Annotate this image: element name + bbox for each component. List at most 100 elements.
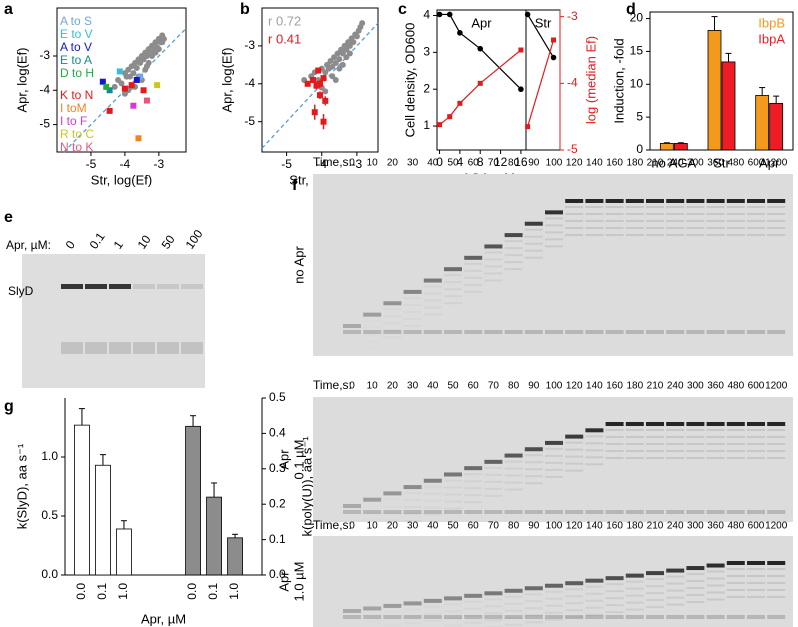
gel-smear: [706, 510, 725, 514]
gel-ladder: [646, 213, 664, 215]
gel-ladder: [484, 251, 503, 254]
gel-ladder: [767, 457, 786, 459]
gel-smear: [625, 330, 644, 334]
time-label: 180: [626, 521, 643, 532]
gel-ladder: [767, 582, 786, 584]
gel-ladder: [747, 220, 765, 222]
gel-ladder: [605, 227, 624, 229]
point: [336, 65, 343, 72]
gel-smear: [666, 330, 685, 334]
gel-band: [363, 606, 382, 611]
gel-ladder: [605, 234, 624, 236]
gel-ladder: [646, 227, 664, 229]
x-tick-label: no AGA: [651, 155, 696, 170]
x-tick-label: 0.1: [95, 583, 109, 600]
time-label: 160: [606, 521, 623, 532]
series-line: [527, 39, 555, 127]
row-label: 0.1 µM: [291, 439, 306, 479]
gel-ladder: [747, 206, 765, 208]
gel-ladder: [383, 308, 401, 310]
gel-ladder: [545, 618, 563, 621]
gel-band: [585, 428, 604, 433]
gel-ladder: [565, 469, 584, 472]
gel-band: [706, 199, 725, 203]
gel-ladder: [706, 450, 725, 452]
gel-band: [646, 199, 664, 203]
gel-ladder: [383, 322, 401, 324]
gel-ladder: [504, 268, 523, 271]
gel-band: [585, 578, 604, 583]
gel-ladder: [565, 220, 584, 222]
time-label: 80: [508, 381, 520, 392]
gel-ladder: [726, 582, 745, 584]
gel-ladder: [646, 592, 664, 595]
gel-smear: [504, 615, 523, 619]
y-tick-label: -4: [567, 76, 578, 90]
gel-band: [686, 566, 705, 571]
mutation-point: [128, 82, 135, 89]
gel-ladder: [706, 213, 725, 215]
marker: [437, 122, 443, 128]
point: [336, 56, 343, 63]
gel-ladder: [585, 227, 604, 229]
gel-ladder: [625, 580, 644, 583]
gel-ladder: [666, 443, 685, 445]
time-label: 30: [407, 381, 419, 392]
gel-ladder: [464, 290, 483, 293]
gel-ladder: [706, 591, 725, 594]
gel-ladder: [625, 436, 644, 438]
time-label: 0: [349, 521, 355, 532]
gel-band: [747, 199, 765, 203]
marker: [477, 45, 484, 52]
gel-ladder: [565, 609, 584, 612]
gel-band: [85, 284, 107, 289]
gel-ladder: [444, 288, 462, 291]
gel-ladder: [404, 608, 422, 610]
y-tick-label: 2: [423, 81, 430, 95]
gel-ladder: [646, 578, 664, 581]
gel-ladder: [484, 473, 503, 476]
gel-ladder: [545, 611, 563, 614]
y-tick-label: -5: [39, 117, 50, 131]
gel-ladder: [464, 601, 482, 603]
gel-ladder: [706, 577, 725, 580]
gel-ladder: [686, 234, 705, 236]
gel-band: [686, 199, 705, 203]
time-label: 140: [586, 521, 603, 532]
time-label: 50: [447, 521, 459, 532]
gel-ladder: [706, 429, 725, 431]
time-label: 160: [606, 158, 623, 169]
gel-ladder: [504, 481, 523, 484]
y-tick-label: 3: [423, 45, 430, 59]
gel-band: [504, 588, 523, 593]
gel-ladder: [585, 599, 604, 602]
legend-entry: A to S: [60, 14, 92, 28]
gel-band: [484, 244, 503, 249]
gel-ladder: [726, 575, 745, 577]
gel-ladder: [666, 220, 685, 222]
x-tick-label: 8: [477, 155, 484, 169]
gel-ladder: [666, 603, 685, 606]
time-axis-label: Time,s:: [313, 378, 352, 392]
gel-ladder: [767, 575, 786, 577]
gel-ladder: [747, 227, 765, 229]
bar: [721, 61, 736, 151]
highlight-point: [317, 92, 323, 99]
gel-ladder: [706, 234, 725, 236]
gel-ladder: [666, 582, 685, 585]
gel-ladder: [524, 614, 543, 617]
gel-ladder: [464, 622, 482, 624]
gel-smear: [625, 615, 644, 619]
gel-smear: [767, 615, 786, 619]
gel-ladder: [484, 605, 503, 608]
gel-band: [625, 573, 644, 578]
gel-band: [565, 199, 584, 203]
time-axis-label: Time,s:: [313, 155, 352, 169]
lane-label: 10: [135, 232, 154, 251]
gel-ladder: [565, 462, 584, 465]
gel-band: [646, 571, 664, 576]
y-tick-label: -5: [244, 114, 255, 128]
gel-smear: [605, 330, 624, 334]
gel-ladder: [424, 620, 442, 622]
gel-band: [767, 199, 786, 203]
